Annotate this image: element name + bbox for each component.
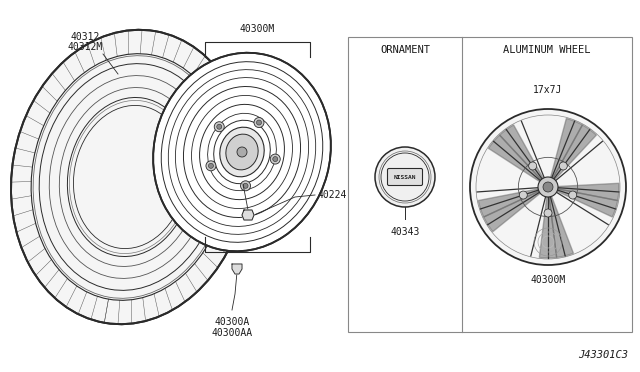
Circle shape xyxy=(217,124,221,129)
Polygon shape xyxy=(500,125,543,180)
Text: (40700M): (40700M) xyxy=(200,180,243,189)
Circle shape xyxy=(544,209,552,217)
Circle shape xyxy=(538,177,558,197)
Ellipse shape xyxy=(226,134,258,170)
Circle shape xyxy=(241,181,250,191)
Text: 40312: 40312 xyxy=(70,32,100,42)
Text: 17x7J: 17x7J xyxy=(533,85,563,95)
Circle shape xyxy=(559,162,567,170)
Bar xyxy=(348,37,632,332)
Polygon shape xyxy=(484,191,541,232)
Circle shape xyxy=(273,157,278,161)
Ellipse shape xyxy=(220,127,264,177)
Circle shape xyxy=(375,147,435,207)
Text: 40224: 40224 xyxy=(318,190,348,200)
FancyBboxPatch shape xyxy=(387,169,422,186)
Text: 40300A: 40300A xyxy=(214,317,250,327)
Circle shape xyxy=(569,191,577,199)
Ellipse shape xyxy=(153,53,331,251)
Circle shape xyxy=(214,122,224,132)
Text: 40300AA: 40300AA xyxy=(211,328,253,338)
Polygon shape xyxy=(232,264,242,274)
Text: J43301C3: J43301C3 xyxy=(578,350,628,360)
Polygon shape xyxy=(557,183,619,201)
Circle shape xyxy=(206,161,216,171)
Polygon shape xyxy=(488,135,542,182)
Text: 40300M: 40300M xyxy=(240,24,275,34)
Ellipse shape xyxy=(11,30,249,324)
Polygon shape xyxy=(242,210,254,220)
Text: NISSAN: NISSAN xyxy=(394,174,416,180)
Circle shape xyxy=(543,182,553,192)
Polygon shape xyxy=(552,125,596,180)
Circle shape xyxy=(237,147,247,157)
Circle shape xyxy=(270,154,280,164)
Circle shape xyxy=(529,162,537,170)
Polygon shape xyxy=(549,195,573,257)
Polygon shape xyxy=(478,189,540,217)
Text: 40343: 40343 xyxy=(390,227,420,237)
Circle shape xyxy=(470,109,626,265)
Text: 40300M: 40300M xyxy=(531,275,566,285)
Polygon shape xyxy=(556,189,618,217)
Polygon shape xyxy=(540,196,557,258)
Circle shape xyxy=(257,120,262,125)
Circle shape xyxy=(209,163,213,168)
Text: ALUMINUM WHEEL: ALUMINUM WHEEL xyxy=(503,45,591,55)
Circle shape xyxy=(519,191,527,199)
Circle shape xyxy=(243,183,248,188)
Text: 40312M: 40312M xyxy=(67,42,102,52)
Circle shape xyxy=(254,118,264,128)
Text: SEC.253: SEC.253 xyxy=(200,168,237,177)
Text: ORNAMENT: ORNAMENT xyxy=(380,45,430,55)
Polygon shape xyxy=(550,118,582,179)
